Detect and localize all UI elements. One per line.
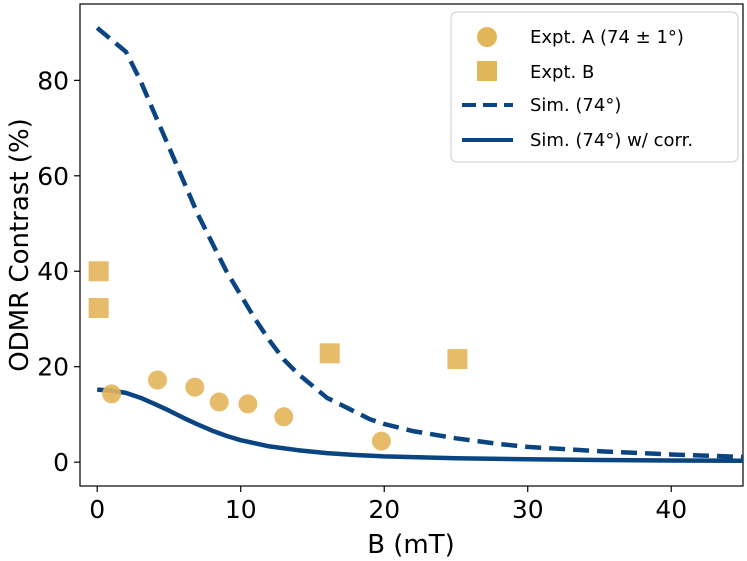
y-axis-label: ODMR Contrast (%) [5,118,35,372]
tick-marks [74,79,672,492]
sim-corr-solid-line [97,387,744,463]
legend-marker-expt-b [477,61,497,81]
plot-frame [79,3,744,487]
x-tick-label: 10 [225,495,257,524]
y-tick-label: 60 [37,162,69,191]
tick-labels: 0 10 20 30 40 0 20 40 60 80 [37,66,687,524]
legend-box [450,11,739,163]
y-tick-label: 80 [37,66,69,95]
expt-a-point [102,384,122,404]
x-tick-label: 0 [89,495,105,524]
expt-a-point [185,377,205,397]
legend-label-expt-b: Expt. B [530,62,594,83]
sim-dashed-line [95,26,744,460]
x-tick-label: 20 [368,495,400,524]
expt-b-point [88,261,109,282]
data-series [88,26,744,463]
x-tick-label: 40 [655,495,687,524]
legend-label-sim: Sim. (74°) [530,95,621,116]
x-axis-label: B (mT) [367,530,455,560]
expt-a-point [371,431,391,451]
legend-marker-expt-a [477,27,497,47]
legend-label-expt-a: Expt. A (74 ± 1°) [530,27,684,48]
expt-b-point [88,297,109,318]
legend-label-sim-corr: Sim. (74°) w/ corr. [530,130,693,151]
expt-b-point [319,343,340,364]
expt-a-point [209,392,229,412]
y-tick-label: 20 [37,353,69,382]
expt-a-point [274,407,294,427]
legend: Expt. A (74 ± 1°) Expt. B Sim. (74°) Sim… [450,11,739,163]
y-tick-label: 0 [53,448,69,477]
expt-a-point [147,370,167,390]
expt-a-point [238,394,258,414]
x-tick-label: 30 [512,495,544,524]
y-tick-label: 40 [37,257,69,286]
expt-b-point [447,349,468,370]
